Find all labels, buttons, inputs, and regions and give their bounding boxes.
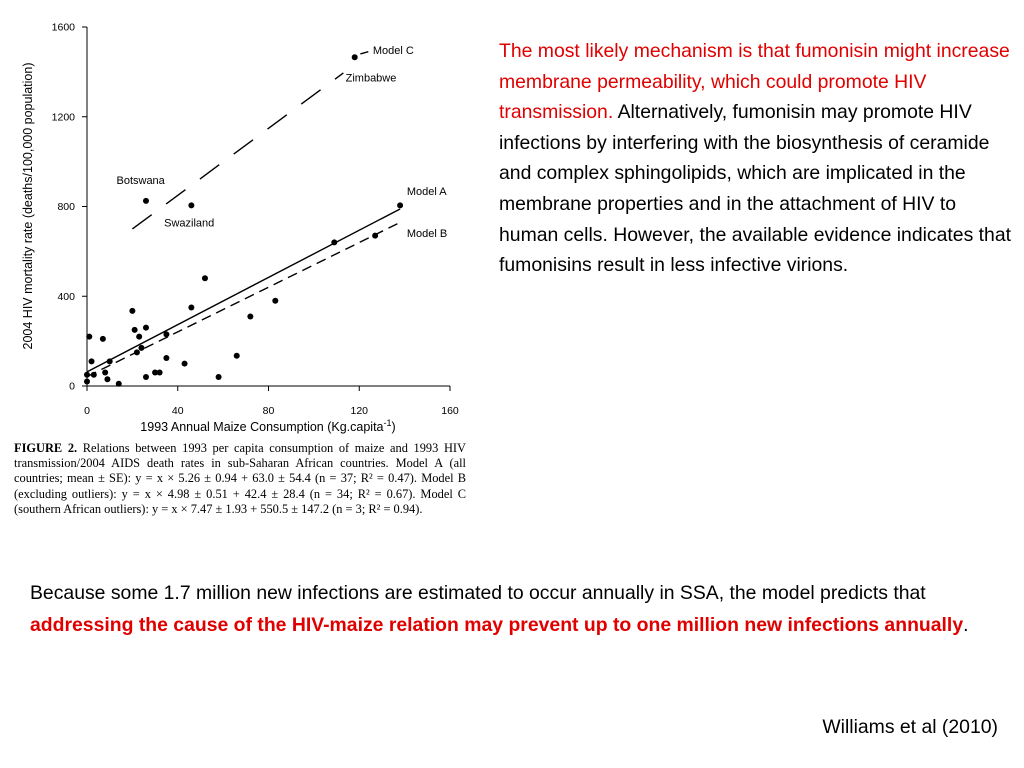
data-point xyxy=(142,197,149,204)
data-point xyxy=(106,358,113,365)
data-point xyxy=(163,331,170,338)
data-point xyxy=(247,313,254,320)
data-point xyxy=(133,349,140,356)
x-tick-label: 40 xyxy=(172,405,184,417)
data-point xyxy=(86,333,93,340)
conclusion-text-2: . xyxy=(963,613,969,636)
data-point xyxy=(84,378,90,385)
y-tick-label: 1200 xyxy=(52,111,76,123)
data-point xyxy=(84,371,90,378)
chart-annotation: Swaziland xyxy=(164,218,214,230)
data-point xyxy=(272,297,279,304)
data-point xyxy=(233,352,240,359)
x-axis-label: 1993 Annual Maize Consumption (Kg.capita… xyxy=(140,418,395,434)
conclusion-text-1: Because some 1.7 million new infections … xyxy=(30,582,926,604)
mechanism-highlight: The most likely mechanism is that fumoni… xyxy=(499,40,1010,124)
data-point xyxy=(215,374,222,381)
data-point xyxy=(372,232,379,239)
data-point xyxy=(331,239,338,246)
caption-text: Relations between 1993 per capita consum… xyxy=(14,441,466,516)
data-point xyxy=(201,275,208,282)
y-tick-label: 1600 xyxy=(52,22,76,34)
data-point xyxy=(131,326,138,333)
conclusion-highlight: addressing the cause of the HIV-maize re… xyxy=(30,613,964,636)
x-tick-label: 120 xyxy=(350,405,368,417)
data-point xyxy=(138,344,145,351)
data-point xyxy=(104,376,111,383)
data-point xyxy=(397,202,404,209)
y-tick-label: 400 xyxy=(57,291,75,303)
data-point xyxy=(181,360,188,367)
model-line xyxy=(86,221,401,378)
chart-annotation: Model B xyxy=(407,228,447,240)
data-point xyxy=(351,54,358,61)
data-point xyxy=(152,369,159,376)
data-point xyxy=(156,369,163,376)
data-point xyxy=(102,369,109,376)
chart-annotation: Model C xyxy=(373,45,414,57)
data-point xyxy=(99,335,106,342)
chart-annotation: Model A xyxy=(407,186,447,198)
mechanism-body: Alternatively, fumonisin may promote HIV… xyxy=(499,101,1011,277)
y-tick-label: 800 xyxy=(57,201,75,213)
model-c-legend-dash xyxy=(360,51,369,55)
citation: Williams et al (2010) xyxy=(822,716,998,738)
y-tick-label: 0 xyxy=(69,381,75,393)
data-point xyxy=(129,307,136,314)
x-tick-label: 0 xyxy=(84,405,90,417)
data-point xyxy=(188,304,195,311)
chart-annotation: Botswana xyxy=(116,175,165,187)
x-tick-label: 80 xyxy=(263,405,275,417)
caption-label: FIGURE 2. xyxy=(14,441,78,455)
data-point xyxy=(90,371,97,378)
scatter-chart: 0 400 800 1200 1600 0 40 80 120 160 Model C Zimbabw… xyxy=(21,22,459,435)
x-tick-label: 160 xyxy=(441,405,459,417)
data-point xyxy=(88,358,95,365)
data-point xyxy=(115,380,122,387)
conclusion-paragraph: Because some 1.7 million new infections … xyxy=(30,578,1005,641)
model-line xyxy=(86,208,401,373)
data-point xyxy=(163,354,170,361)
data-point xyxy=(136,333,143,340)
figure-caption: FIGURE 2. Relations between 1993 per cap… xyxy=(14,441,466,517)
y-axis-label: 2004 HIV mortality rate (deaths/100,000 … xyxy=(21,63,35,350)
data-point xyxy=(142,374,149,381)
mechanism-paragraph: The most likely mechanism is that fumoni… xyxy=(499,36,1014,281)
model-line xyxy=(131,72,344,230)
chart-annotation: Zimbabwe xyxy=(346,73,397,85)
data-point xyxy=(142,324,149,331)
data-point xyxy=(188,202,195,209)
